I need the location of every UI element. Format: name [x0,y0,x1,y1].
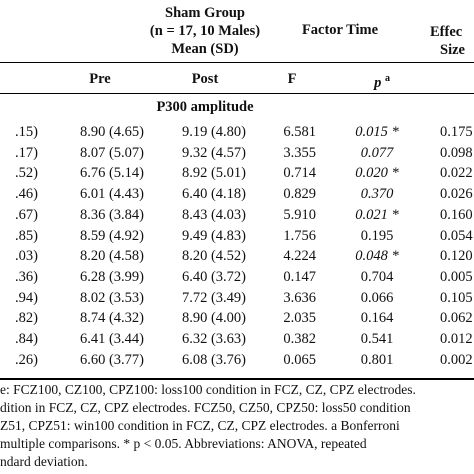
footnote-line-4: multiple comparisons. * p < 0.05. Abbrev… [0,436,474,452]
cell-post: 6.40 (3.72) [181,268,246,285]
cell-partial: .15) [15,124,38,140]
cell-partial: .03) [15,248,38,265]
cell-p: 0.048 * [355,248,399,265]
cell-partial: .85) [15,227,38,244]
cell-partial: .67) [15,206,38,223]
col-f-header: F [287,71,297,87]
cell-p: 0.015 * [355,124,399,140]
footnote-line-1: e: FCZ100, CZ100, CPZ100: loss100 condit… [0,382,474,398]
cell-p: 0.195 [360,227,394,244]
cell-effect: 0.002 [440,351,473,368]
cell-p: 0.370 [360,186,394,203]
cell-f: 5.910 [283,206,316,223]
cell-post: 7.72 (3.49) [181,289,246,306]
cell-effect: 0.054 [440,227,473,244]
factor-time-header: Factor Time [301,22,379,38]
header-rule-2 [0,93,474,94]
cell-p: 0.164 [360,310,394,327]
header-rule-1 [0,62,474,63]
cell-pre: 8.90 (4.65) [79,124,144,140]
cell-effect: 0.105 [440,289,473,306]
cell-pre: 6.01 (4.43) [79,186,144,203]
cell-f: 0.382 [283,331,316,347]
cell-post: 8.20 (4.52) [181,248,246,265]
cell-effect: 0.098 [440,144,473,161]
cell-post: 9.49 (4.83) [181,227,246,244]
cell-effect: 0.005 [440,268,473,285]
cell-p: 0.021 * [355,206,399,223]
effect-size-header-line2: Size [440,42,465,58]
cell-post: 8.90 (4.00) [181,310,246,327]
cell-p: 0.020 * [355,165,399,182]
footnote-line-2: dition in FCZ, CZ, CPZ electrodes. FCZ50… [0,400,474,416]
cell-effect: 0.175 [440,124,473,140]
section-title: P300 amplitude [156,99,254,115]
cell-pre: 6.60 (3.77) [79,351,144,368]
footnote-line-5: ndard deviation. [0,454,474,470]
cell-p: 0.704 [360,268,394,285]
cell-f: 3.636 [283,289,316,306]
cell-f: 3.355 [283,144,316,161]
cell-f: 1.756 [283,227,316,244]
col-post-header: Post [191,71,219,87]
group-title-line2-text: (n = 17, 10 Males) [149,23,261,39]
cell-post: 9.32 (4.57) [181,144,246,161]
cell-p: 0.801 [360,351,394,368]
cell-pre: 8.20 (4.58) [79,248,144,265]
cell-f: 0.065 [283,351,316,368]
col-p-superscript: a [384,73,390,84]
cell-partial: .82) [15,310,38,327]
cell-partial: .52) [15,165,38,182]
cell-partial: .26) [15,351,38,368]
cell-partial: .84) [15,331,38,347]
cell-effect: 0.062 [440,310,473,327]
col-p-label: p [374,74,382,91]
col-p-header: p a [352,71,412,91]
cell-f: 2.035 [283,310,316,327]
cell-p: 0.541 [360,331,394,347]
cell-partial: .36) [15,268,38,285]
group-title-line3: Mean (SD) [171,41,239,57]
footnote-text-4: multiple comparisons. * p < 0.05. Abbrev… [0,436,367,451]
group-title-line2: (n = 17, 10 Males) [105,23,305,39]
cell-pre: 8.02 (3.53) [79,289,144,306]
footnote-text-1: e: FCZ100, CZ100, CPZ100: loss100 condit… [0,382,416,397]
cell-pre: 6.41 (3.44) [79,331,144,347]
cell-effect: 0.120 [440,248,473,265]
footnote-text-5: ndard deviation. [0,454,88,469]
cell-post: 8.43 (4.03) [181,206,246,223]
cell-p: 0.077 [360,144,394,161]
col-pre-header: Pre [89,71,111,87]
cell-effect: 0.022 [440,165,473,182]
cell-pre: 8.36 (3.84) [79,206,144,223]
cell-p: 0.066 [360,289,394,306]
cell-partial: .46) [15,186,38,203]
effect-size-header-line1: Effec [430,24,463,40]
cell-pre: 8.59 (4.92) [79,227,144,244]
cell-pre: 8.07 (5.07) [79,144,144,161]
cell-effect: 0.012 [440,331,473,347]
footnote-text-2: dition in FCZ, CZ, CPZ electrodes. FCZ50… [0,400,411,415]
footnote-text-3: Z51, CPZ51: win100 condition in FCZ, CZ,… [0,418,400,433]
cell-effect: 0.160 [440,206,473,223]
cell-f: 0.714 [283,165,316,182]
cell-f: 6.581 [283,124,316,140]
cell-post: 6.40 (4.18) [181,186,246,203]
cell-f: 4.224 [283,248,316,265]
cell-pre: 6.76 (5.14) [79,165,144,182]
cell-post: 9.19 (4.80) [181,124,246,140]
footnote-line-3: Z51, CPZ51: win100 condition in FCZ, CZ,… [0,418,474,434]
cell-pre: 8.74 (4.32) [79,310,144,327]
cell-effect: 0.026 [440,186,473,203]
cell-f: 0.829 [283,186,316,203]
cell-post: 6.32 (3.63) [181,331,246,347]
cell-post: 6.08 (3.76) [181,351,246,368]
group-title-line1: Sham Group [165,5,245,21]
cell-partial: .17) [15,144,38,161]
cell-post: 8.92 (5.01) [181,165,246,182]
cell-partial: .94) [15,289,38,306]
cell-pre: 6.28 (3.99) [79,268,144,285]
cell-f: 0.147 [283,268,316,285]
bottom-rule [0,378,474,380]
